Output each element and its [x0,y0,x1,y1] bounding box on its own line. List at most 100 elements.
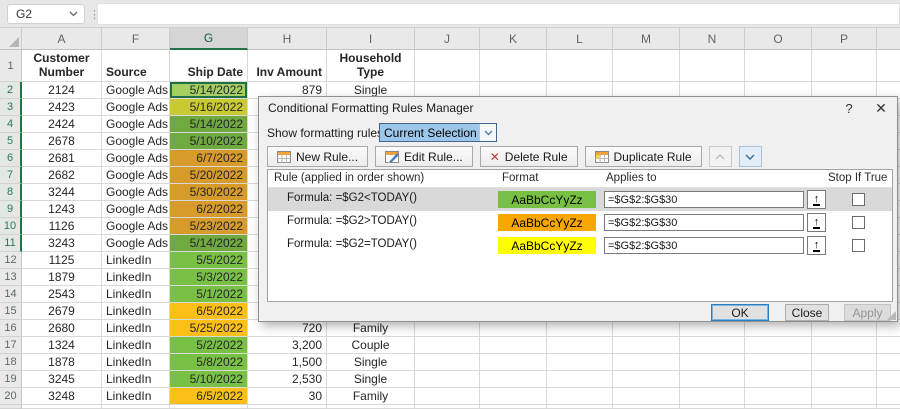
cell-G9[interactable]: 6/2/2022 [170,201,248,218]
row-header-12[interactable]: 12 [0,252,22,269]
cell-L16[interactable] [547,320,613,337]
row-header-18[interactable]: 18 [0,354,22,371]
cell-I18[interactable]: Single [327,354,415,371]
row-header-5[interactable]: 5 [0,133,22,150]
cell-P16[interactable] [812,320,877,337]
cell-A4[interactable]: 2424 [22,116,102,133]
cell-M20[interactable] [613,388,680,405]
row-header-9[interactable]: 9 [0,201,22,218]
cell-H19[interactable]: 2,530 [248,371,327,388]
row-header-4[interactable]: 4 [0,116,22,133]
cell-F2[interactable]: Google Ads [102,82,170,99]
cell-P1[interactable] [812,50,877,82]
chevron-down-icon[interactable] [69,11,78,17]
cell-H16[interactable]: 720 [248,320,327,337]
cell-F6[interactable]: Google Ads [102,150,170,167]
column-header-K[interactable]: K [480,28,547,50]
applies-to-input[interactable] [604,237,804,254]
cell-N20[interactable] [680,388,745,405]
ok-button[interactable]: OK [711,304,769,321]
column-header-M[interactable]: M [613,28,680,50]
cell-F7[interactable]: Google Ads [102,167,170,184]
cell-L1[interactable] [547,50,613,82]
cell-F10[interactable]: Google Ads [102,218,170,235]
range-selector-button[interactable]: ↑ [807,236,826,255]
cell-partial19[interactable] [877,371,900,388]
row-header-16[interactable]: 16 [0,320,22,337]
resize-grip[interactable] [887,311,896,320]
cell-I20[interactable]: Family [327,388,415,405]
applies-to-input[interactable] [604,214,804,231]
cell-L18[interactable] [547,354,613,371]
cell-F20[interactable]: LinkedIn [102,388,170,405]
cell-K19[interactable] [480,371,547,388]
cell-N16[interactable] [680,320,745,337]
cell-F15[interactable]: LinkedIn [102,303,170,320]
edit-rule-button[interactable]: Edit Rule... [375,146,473,167]
cell-I16[interactable]: Family [327,320,415,337]
column-header-I[interactable]: I [327,28,415,50]
name-box[interactable]: G2 [7,4,85,24]
applies-to-input[interactable] [604,191,804,208]
row-header-11[interactable]: 11 [0,235,22,252]
cell-I19[interactable]: Single [327,371,415,388]
cell-P20[interactable] [812,388,877,405]
cell-partial16[interactable] [877,320,900,337]
cell-M1[interactable] [613,50,680,82]
cell-J17[interactable] [415,337,480,354]
move-rule-up-button[interactable] [708,146,732,167]
cell-G1[interactable]: Ship Date [170,50,248,82]
cell-M19[interactable] [613,371,680,388]
range-selector-button[interactable]: ↑ [807,190,826,209]
row-header-19[interactable]: 19 [0,371,22,388]
cell-A16[interactable]: 2680 [22,320,102,337]
cell-A18[interactable]: 1878 [22,354,102,371]
cell-F13[interactable]: LinkedIn [102,269,170,286]
cell-F19[interactable]: LinkedIn [102,371,170,388]
row-header-17[interactable]: 17 [0,337,22,354]
cell-P19[interactable] [812,371,877,388]
cell-F9[interactable]: Google Ads [102,201,170,218]
select-all-corner[interactable] [0,28,22,50]
cell-N19[interactable] [680,371,745,388]
help-button[interactable]: ? [845,100,853,116]
dialog-titlebar[interactable]: Conditional Formatting Rules Manager [259,97,897,119]
cf-rule-row[interactable]: Formula: =$G2>TODAY() AaBbCcYyZz ↑ [268,211,892,234]
cell-G2[interactable]: 5/14/2022 [170,82,248,99]
duplicate-rule-button[interactable]: Duplicate Rule [584,146,702,167]
cell-G10[interactable]: 5/23/2022 [170,218,248,235]
cell-G20[interactable]: 6/5/2022 [170,388,248,405]
cell-partial17[interactable] [877,337,900,354]
cell-F17[interactable]: LinkedIn [102,337,170,354]
row-header-14[interactable]: 14 [0,286,22,303]
row-header-10[interactable]: 10 [0,218,22,235]
cell-O19[interactable] [745,371,812,388]
cell-O18[interactable] [745,354,812,371]
move-rule-down-button[interactable] [738,146,762,167]
cell-F18[interactable]: LinkedIn [102,354,170,371]
cell-A3[interactable]: 2423 [22,99,102,116]
row-header-8[interactable]: 8 [0,184,22,201]
cell-F1[interactable]: Source [102,50,170,82]
cell-G6[interactable]: 6/7/2022 [170,150,248,167]
column-header-A[interactable]: A [22,28,102,50]
cell-F3[interactable]: Google Ads [102,99,170,116]
cell-J18[interactable] [415,354,480,371]
column-header-J[interactable]: J [415,28,480,50]
cell-F4[interactable]: Google Ads [102,116,170,133]
close-button[interactable]: Close [785,304,829,321]
cell-J19[interactable] [415,371,480,388]
cell-A17[interactable]: 1324 [22,337,102,354]
cell-I1[interactable]: Household Type [327,50,415,82]
cell-K1[interactable] [480,50,547,82]
cell-A19[interactable]: 3245 [22,371,102,388]
cell-partial18[interactable] [877,354,900,371]
cell-A5[interactable]: 2678 [22,133,102,150]
cell-L17[interactable] [547,337,613,354]
chevron-down-icon[interactable] [479,124,496,141]
cell-G7[interactable]: 5/20/2022 [170,167,248,184]
formula-bar[interactable] [97,3,900,25]
cell-P17[interactable] [812,337,877,354]
cell-A8[interactable]: 3244 [22,184,102,201]
cell-F12[interactable]: LinkedIn [102,252,170,269]
